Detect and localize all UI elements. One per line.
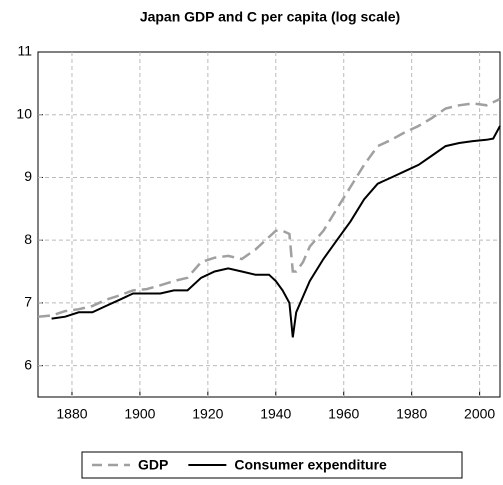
x-tick-label: 1940 bbox=[260, 406, 291, 422]
plot-frame bbox=[37, 51, 501, 398]
legend: GDP Consumer expenditure bbox=[81, 451, 463, 479]
x-tick-label: 1980 bbox=[396, 406, 427, 422]
legend-label: Consumer expenditure bbox=[234, 457, 387, 473]
y-tick-label: 9 bbox=[24, 168, 32, 184]
y-tick-label: 10 bbox=[16, 105, 32, 121]
chart-title: Japan GDP and C per capita (log scale) bbox=[140, 9, 400, 25]
x-tick-label: 1900 bbox=[124, 406, 155, 422]
y-tick-label: 11 bbox=[17, 43, 32, 59]
x-tick-label: 1920 bbox=[192, 406, 223, 422]
y-tick-label: 8 bbox=[24, 231, 32, 247]
y-tick-label: 6 bbox=[24, 356, 32, 372]
x-tick-label: 1880 bbox=[56, 406, 87, 422]
x-tick-label: 1960 bbox=[328, 406, 359, 422]
legend-box bbox=[81, 451, 463, 479]
legend-label: GDP bbox=[138, 457, 168, 473]
x-tick-label: 2000 bbox=[464, 406, 495, 422]
y-tick-label: 7 bbox=[24, 294, 32, 310]
series-line bbox=[37, 97, 501, 318]
series-line bbox=[51, 125, 501, 338]
